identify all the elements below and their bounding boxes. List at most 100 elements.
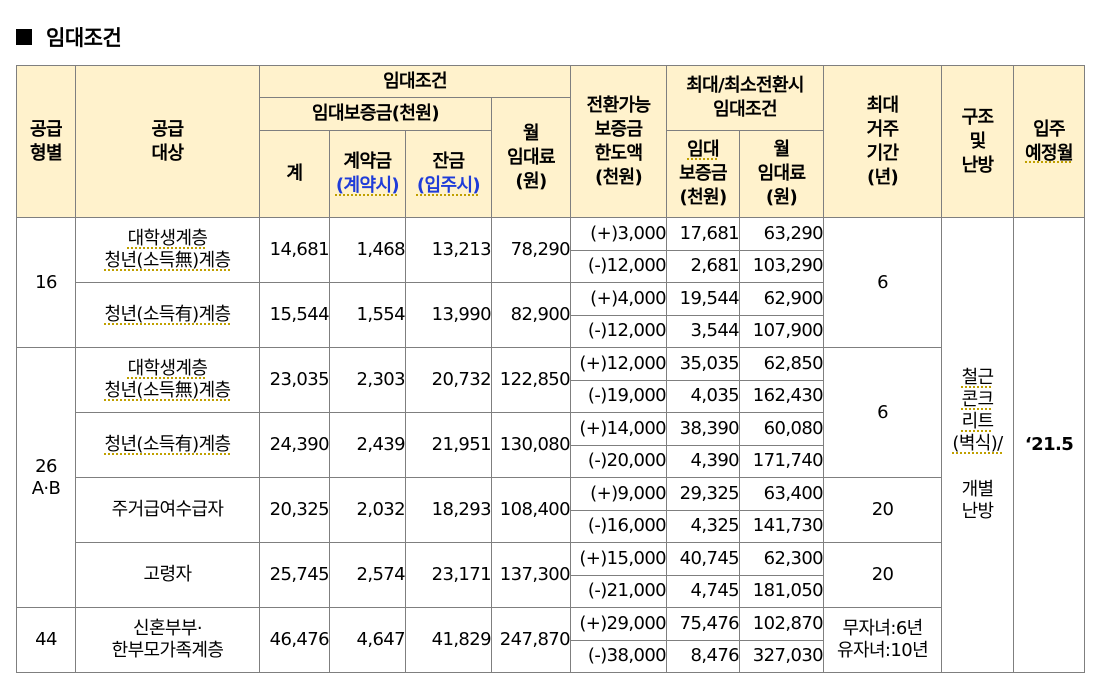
contract-cell: 4,647 bbox=[329, 607, 406, 673]
conv-deposit-cell: 4,745 bbox=[666, 574, 741, 608]
table-row: 청년(소득有)계층 15,544 1,554 13,990 82,900 (+)… bbox=[17, 282, 1085, 348]
contract-cell: 1,468 bbox=[329, 217, 406, 283]
conv-deposit-cell: 19,544 bbox=[666, 282, 741, 316]
table-row: 청년(소득有)계층 24,390 2,439 21,951 130,080 (+… bbox=[17, 412, 1085, 478]
conv-rent-cell: 107,900 bbox=[739, 314, 825, 348]
conv-deposit-cell: 75,476 bbox=[666, 607, 741, 641]
total-cell: 23,035 bbox=[259, 347, 330, 413]
rent-cell: 122,850 bbox=[490, 347, 572, 413]
conv-deposit-cell: 2,681 bbox=[666, 249, 741, 283]
period-cell: 6 bbox=[823, 347, 943, 478]
contract-cell: 1,554 bbox=[329, 282, 406, 348]
header-conv-deposit: 임대 보증금 (천원) bbox=[666, 130, 741, 218]
conv-rent-cell: 63,290 bbox=[739, 217, 825, 251]
header-conv-rent: 월 임대료 (원) bbox=[739, 130, 825, 218]
conv-rent-cell: 103,290 bbox=[739, 249, 825, 283]
contract-cell: 2,439 bbox=[329, 412, 406, 478]
table-row: (-)16,000 4,325 141,730 bbox=[17, 509, 1085, 543]
supply-target-cell: 고령자 bbox=[75, 542, 260, 608]
header-monthly-rent: 월 임대료 (원) bbox=[490, 97, 572, 218]
table-row: (-)12,000 2,681 103,290 bbox=[17, 249, 1085, 283]
supply-type-cell: 44 bbox=[16, 607, 76, 673]
supply-target-cell: 대학생계층 청년(소득無)계층 bbox=[75, 217, 260, 283]
table-row: (-)19,000 4,035 162,430 bbox=[17, 379, 1085, 413]
section-heading: 임대조건 bbox=[16, 22, 122, 52]
header-balance: 잔금 (입주시) bbox=[405, 130, 492, 218]
limit-cell: (+)4,000 bbox=[570, 282, 668, 316]
conv-deposit-cell: 38,390 bbox=[666, 412, 741, 446]
table-row: (-)38,000 8,476 327,030 bbox=[17, 639, 1085, 673]
table-row: (-)20,000 4,390 171,740 bbox=[17, 444, 1085, 478]
limit-cell: (-)19,000 bbox=[570, 379, 668, 413]
conv-deposit-cell: 3,544 bbox=[666, 314, 741, 348]
contract-cell: 2,574 bbox=[329, 542, 406, 608]
rent-cell: 78,290 bbox=[490, 217, 572, 283]
rent-cell: 82,900 bbox=[490, 282, 572, 348]
limit-cell: (-)38,000 bbox=[570, 639, 668, 673]
conv-rent-cell: 141,730 bbox=[739, 509, 825, 543]
table-row: 44 신혼부부· 한부모가족계층 46,476 4,647 41,829 247,… bbox=[16, 607, 1085, 673]
table-row: 주거급여수급자 20,325 2,032 18,293 108,400 (+)9… bbox=[17, 477, 1085, 543]
header-supply-target: 공급 대상 bbox=[75, 65, 260, 218]
limit-cell: (-)16,000 bbox=[570, 509, 668, 543]
limit-cell: (+)15,000 bbox=[570, 542, 668, 576]
table-row: 16 대학생계층 청년(소득無)계층 14,681 1,468 13,213 78… bbox=[16, 217, 1086, 673]
contract-cell: 2,303 bbox=[329, 347, 406, 413]
rent-cell: 247,870 bbox=[490, 607, 572, 673]
limit-cell: (-)20,000 bbox=[570, 444, 668, 478]
conv-deposit-cell: 8,476 bbox=[666, 639, 741, 673]
conv-rent-cell: 60,080 bbox=[739, 412, 825, 446]
header-convertible-limit: 전환가능 보증금 한도액 (천원) bbox=[570, 65, 668, 218]
table-row: 26 A·B 대학생계층 청년(소득無)계층 23,035 2,303 20,732… bbox=[16, 347, 1085, 608]
table-body: 16 대학생계층 청년(소득無)계층 14,681 1,468 13,213 78… bbox=[16, 217, 1086, 673]
balance-cell: 23,171 bbox=[405, 542, 492, 608]
conv-deposit-cell: 35,035 bbox=[666, 347, 741, 381]
limit-cell: (+)12,000 bbox=[570, 347, 668, 381]
total-cell: 20,325 bbox=[259, 477, 330, 543]
header-contract-fee: 계약금 (계약시) bbox=[329, 130, 406, 218]
total-cell: 24,390 bbox=[259, 412, 330, 478]
conv-rent-cell: 63,400 bbox=[739, 477, 825, 511]
total-cell: 14,681 bbox=[259, 217, 330, 283]
header-max-min-conversion: 최대/최소전환시 임대조건 bbox=[666, 65, 825, 131]
header-deposit-group: 임대보증금(천원) bbox=[259, 97, 492, 131]
period-cell: 6 bbox=[823, 217, 943, 348]
conv-rent-cell: 181,050 bbox=[739, 574, 825, 608]
supply-target-cell: 대학생계층 청년(소득無)계층 bbox=[75, 347, 260, 413]
header-supply-type: 공급 형별 bbox=[16, 65, 76, 218]
header-structure: 구조 및 난방 bbox=[941, 65, 1015, 218]
supply-type-cell: 16 bbox=[16, 217, 76, 348]
balance-cell: 41,829 bbox=[405, 607, 492, 673]
period-cell: 20 bbox=[823, 477, 943, 543]
supply-target-cell: 청년(소득有)계층 bbox=[75, 412, 260, 478]
total-cell: 15,544 bbox=[259, 282, 330, 348]
balance-cell: 13,213 bbox=[405, 217, 492, 283]
limit-cell: (+)14,000 bbox=[570, 412, 668, 446]
header-lease-conditions: 임대조건 bbox=[258, 65, 572, 98]
table-header: 공급 형별 공급 대상 임대조건 전환가능 보증금 한도액 (천원) 최대/최소전환시 임대… bbox=[16, 65, 1086, 218]
conv-rent-cell: 62,300 bbox=[739, 542, 825, 576]
balance-cell: 21,951 bbox=[405, 412, 492, 478]
conv-rent-cell: 171,740 bbox=[739, 444, 825, 478]
table-row: (-)21,000 4,745 181,050 bbox=[17, 574, 1085, 608]
limit-cell: (+)29,000 bbox=[570, 607, 668, 641]
contract-cell: 2,032 bbox=[329, 477, 406, 543]
conv-deposit-cell: 17,681 bbox=[666, 217, 741, 251]
conv-rent-cell: 162,430 bbox=[739, 379, 825, 413]
limit-cell: (+)9,000 bbox=[570, 477, 668, 511]
period-cell: 무자녀:6년 유자녀:10년 bbox=[823, 607, 943, 673]
conv-rent-cell: 327,030 bbox=[739, 639, 825, 673]
conv-deposit-cell: 29,325 bbox=[666, 477, 741, 511]
rent-cell: 130,080 bbox=[490, 412, 572, 478]
total-cell: 25,745 bbox=[259, 542, 330, 608]
section-title: 임대조건 bbox=[46, 26, 122, 50]
total-cell: 46,476 bbox=[259, 607, 330, 673]
limit-cell: (-)12,000 bbox=[570, 249, 668, 283]
header-total: 계 bbox=[259, 130, 330, 218]
conv-rent-cell: 102,870 bbox=[739, 607, 825, 641]
supply-target-cell: 신혼부부· 한부모가족계층 bbox=[75, 607, 260, 673]
square-bullet-icon bbox=[16, 29, 32, 45]
rent-cell: 108,400 bbox=[490, 477, 572, 543]
structure-cell: 철근 콘크 리트 (벽식)/ 개별 난방 bbox=[941, 217, 1015, 673]
limit-cell: (-)12,000 bbox=[570, 314, 668, 348]
